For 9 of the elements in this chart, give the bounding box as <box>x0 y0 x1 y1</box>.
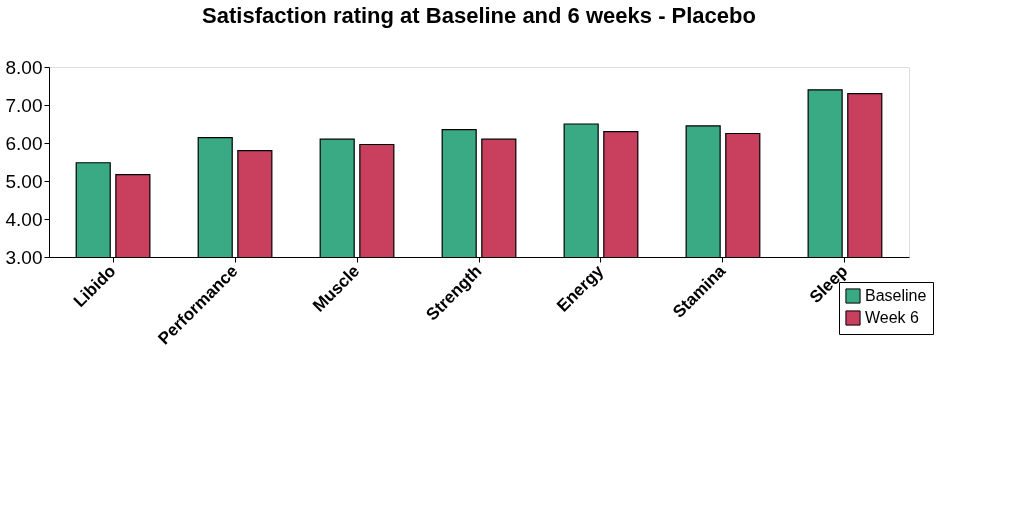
y-tick-label: 5.00 <box>5 170 43 192</box>
legend-label: Week 6 <box>865 309 920 326</box>
y-tick-label: 7.00 <box>5 94 43 116</box>
y-tick-label: 8.00 <box>5 56 43 78</box>
y-tick-label: 6.00 <box>5 132 43 154</box>
legend-label: Baseline <box>865 287 927 304</box>
y-tick-label: 4.00 <box>5 208 43 230</box>
chart-title: Satisfaction rating at Baseline and 6 weeks - Placebo <box>202 3 756 28</box>
y-tick-label: 3.00 <box>5 246 43 268</box>
